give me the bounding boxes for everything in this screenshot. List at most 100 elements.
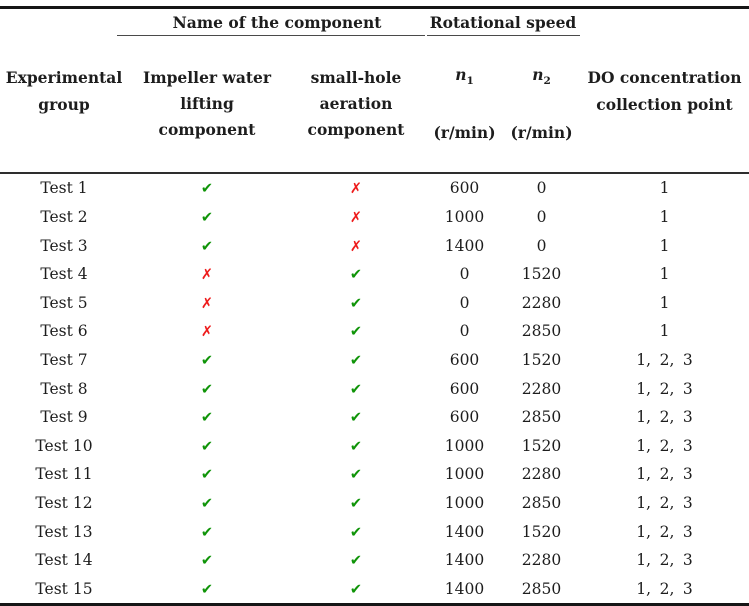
cross-icon: ✗ bbox=[200, 295, 214, 312]
do-point-value: 2 bbox=[659, 493, 670, 512]
table-header: Experimental group Name of the component… bbox=[0, 8, 749, 174]
header-experimental-group: Experimental group bbox=[5, 67, 123, 114]
ideographic-comma: , bbox=[646, 350, 652, 369]
n1-value: 1000 bbox=[444, 436, 485, 455]
cross-icon: ✗ bbox=[200, 324, 214, 341]
do-points-cell: 1, 2, 3 bbox=[580, 517, 749, 546]
do-point-value: 2 bbox=[659, 579, 670, 598]
n2-value: 1520 bbox=[521, 350, 562, 369]
impeller-mark-cell: ✔ bbox=[128, 203, 286, 232]
n1-value: 1000 bbox=[444, 207, 485, 226]
impeller-mark-cell: ✗ bbox=[128, 260, 286, 289]
table-body: Test 1 ✔ ✗ 600 0 1 Test 2 ✔ ✗ 1000 0 1 T… bbox=[0, 172, 749, 604]
do-points-cell: 1 bbox=[580, 317, 749, 346]
test-group-label: Test 4 bbox=[40, 265, 88, 284]
experiment-conditions-table: Experimental group Name of the component… bbox=[0, 6, 749, 606]
ideographic-comma: , bbox=[669, 522, 675, 541]
do-point-value: 3 bbox=[682, 436, 693, 455]
table-row: Test 12 ✔ ✔ 1000 2850 1, 2, 3 bbox=[0, 489, 749, 518]
check-icon: ✔ bbox=[349, 438, 363, 455]
test-group-label: Test 15 bbox=[35, 579, 93, 598]
table-row: Test 9 ✔ ✔ 600 2850 1, 2, 3 bbox=[0, 403, 749, 432]
table-row: Test 6 ✗ ✔ 0 2850 1 bbox=[0, 317, 749, 346]
do-point-value: 1 bbox=[636, 350, 647, 369]
n2-value: 2280 bbox=[521, 379, 562, 398]
aeration-mark-cell: ✔ bbox=[286, 574, 426, 604]
n2-value: 1520 bbox=[521, 522, 562, 541]
aeration-mark-cell: ✔ bbox=[286, 260, 426, 289]
ideographic-comma: , bbox=[646, 551, 652, 570]
check-icon: ✔ bbox=[349, 352, 363, 369]
ideographic-comma: , bbox=[646, 579, 652, 598]
n1-value: 1400 bbox=[444, 236, 485, 255]
check-icon: ✔ bbox=[349, 495, 363, 512]
cross-icon: ✗ bbox=[349, 238, 363, 255]
do-point-value: 1 bbox=[659, 265, 670, 284]
aeration-mark-cell: ✔ bbox=[286, 374, 426, 403]
do-point-value: 2 bbox=[659, 465, 670, 484]
do-points-cell: 1, 2, 3 bbox=[580, 574, 749, 604]
n1-value: 600 bbox=[449, 350, 480, 369]
n1-unit: (r/min) bbox=[433, 123, 496, 143]
impeller-mark-cell: ✔ bbox=[128, 489, 286, 518]
check-icon: ✔ bbox=[349, 410, 363, 427]
do-point-value: 1 bbox=[659, 207, 670, 226]
header-n1: n1 (r/min) bbox=[426, 36, 503, 173]
cross-icon: ✗ bbox=[200, 267, 214, 284]
do-point-value: 1 bbox=[659, 236, 670, 255]
do-point-value: 3 bbox=[682, 465, 693, 484]
header-do-collection-point: DO concentration collection point bbox=[587, 67, 742, 114]
table-row: Test 14 ✔ ✔ 1400 2280 1, 2, 3 bbox=[0, 546, 749, 575]
check-icon: ✔ bbox=[200, 381, 214, 398]
check-icon: ✔ bbox=[200, 524, 214, 541]
ideographic-comma: , bbox=[646, 465, 652, 484]
n2-value: 2280 bbox=[521, 465, 562, 484]
n2-value: 0 bbox=[536, 207, 547, 226]
check-icon: ✔ bbox=[349, 267, 363, 284]
do-point-value: 2 bbox=[659, 408, 670, 427]
check-icon: ✔ bbox=[349, 381, 363, 398]
n2-unit: (r/min) bbox=[510, 123, 573, 143]
impeller-mark-cell: ✗ bbox=[128, 288, 286, 317]
n1-value: 600 bbox=[449, 379, 480, 398]
do-point-value: 1 bbox=[636, 551, 647, 570]
impeller-mark-cell: ✔ bbox=[128, 517, 286, 546]
header-impeller-component: Impeller water lifting component bbox=[142, 68, 272, 140]
check-icon: ✔ bbox=[200, 495, 214, 512]
impeller-mark-cell: ✔ bbox=[128, 346, 286, 375]
check-icon: ✔ bbox=[349, 553, 363, 570]
n2-value: 0 bbox=[503, 172, 580, 203]
test-group-label: Test 7 bbox=[40, 350, 88, 369]
impeller-mark-cell: ✔ bbox=[128, 374, 286, 403]
do-point-value: 1 bbox=[636, 522, 647, 541]
n2-value: 2850 bbox=[521, 579, 562, 598]
do-point-value: 2 bbox=[659, 436, 670, 455]
table-row: Test 2 ✔ ✗ 1000 0 1 bbox=[0, 203, 749, 232]
table-row: Test 3 ✔ ✗ 1400 0 1 bbox=[0, 231, 749, 260]
ideographic-comma: , bbox=[669, 408, 675, 427]
check-icon: ✔ bbox=[200, 352, 214, 369]
test-group-label: Test 10 bbox=[35, 436, 93, 455]
header-rotational-speed: Rotational speed bbox=[426, 8, 580, 37]
table-row: Test 15 ✔ ✔ 1400 2850 1, 2, 3 bbox=[0, 574, 749, 604]
impeller-mark-cell: ✔ bbox=[128, 403, 286, 432]
table-row: Test 7 ✔ ✔ 600 1520 1, 2, 3 bbox=[0, 346, 749, 375]
test-group-label: Test 3 bbox=[40, 236, 88, 255]
ideographic-comma: , bbox=[669, 379, 675, 398]
do-point-value: 2 bbox=[659, 379, 670, 398]
n1-value: 0 bbox=[459, 293, 470, 312]
n1-value: 1400 bbox=[444, 579, 485, 598]
impeller-mark-cell: ✔ bbox=[128, 431, 286, 460]
n1-value: 600 bbox=[426, 172, 503, 203]
do-points-cell: 1 bbox=[580, 260, 749, 289]
test-group-label: Test 6 bbox=[40, 322, 88, 341]
n1-value: 1400 bbox=[444, 551, 485, 570]
do-point-value: 3 bbox=[682, 379, 693, 398]
n1-value: 0 bbox=[459, 322, 470, 341]
test-group-label: Test 1 bbox=[0, 172, 128, 203]
check-icon: ✔ bbox=[200, 209, 214, 226]
do-points-cell: 1 bbox=[580, 231, 749, 260]
ideographic-comma: , bbox=[646, 493, 652, 512]
check-icon: ✔ bbox=[349, 467, 363, 484]
impeller-mark-cell: ✔ bbox=[128, 172, 286, 203]
